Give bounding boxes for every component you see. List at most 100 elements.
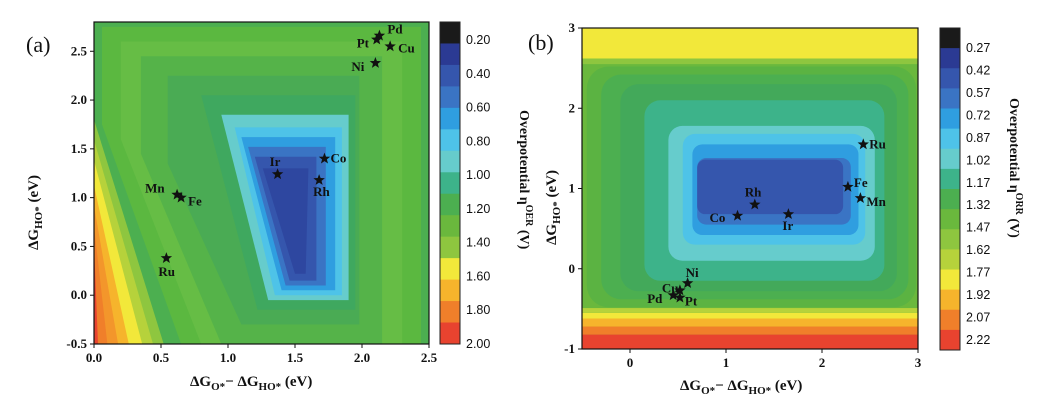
panel-b: (b) 0 1 2 3 -1 0 1 2 3 ΔGO*− ΔGHO* (eV) ΔGHO* (… bbox=[528, 20, 1024, 397]
panel-b-point-ru bbox=[857, 138, 869, 150]
panel-b-colorbar-swatch bbox=[940, 28, 960, 49]
panel-a-colorbar-label: 1.00 bbox=[466, 168, 490, 182]
panel-a-xtick-label: 2.0 bbox=[354, 350, 370, 365]
panel-a-stripe-5 bbox=[94, 226, 108, 344]
panel-a-point-label-cu: Cu bbox=[398, 40, 415, 55]
panel-b-colorbar-label: 1.77 bbox=[966, 266, 990, 280]
panel-a-xtick-label: 0.0 bbox=[86, 350, 102, 365]
panel-a-colorbar-swatch bbox=[440, 236, 460, 259]
panel-a-ytick-label: -0.5 bbox=[66, 336, 87, 351]
panel-b-point-co bbox=[731, 209, 744, 221]
panel-a-point-ir bbox=[271, 168, 284, 180]
panel-b-band-6 bbox=[582, 308, 918, 313]
panel-b-colorbar-swatch bbox=[940, 48, 960, 69]
panel-a-colorbar-swatch bbox=[440, 258, 460, 281]
panel-a-point-label-ru: Ru bbox=[158, 264, 175, 279]
panel-a-ytick-label: 0.0 bbox=[71, 287, 87, 302]
panel-a-xtick-label: 2.5 bbox=[421, 350, 438, 365]
panel-b-colorbar-label: 0.42 bbox=[966, 63, 990, 77]
panel-b-ytick-label: 2 bbox=[569, 100, 576, 115]
panel-a-colorbar-swatch bbox=[440, 279, 460, 302]
panel-b-colorbar: 0.27 0.42 0.57 0.72 0.87 1.02 1.17 1.32 1.47 1.62… bbox=[939, 27, 990, 351]
panel-b-point-mn bbox=[854, 192, 867, 203]
panel-a-colorbar-swatch bbox=[440, 43, 460, 66]
panel-a: (a) 0.0 0.5 1.0 1.5 2.0 2.5 -0.50.00.51.01.52… bbox=[26, 21, 534, 393]
panel-a-colorbar-label: 0.40 bbox=[466, 67, 490, 81]
panel-b-colorbar-swatch bbox=[940, 128, 960, 150]
panel-b-label: (b) bbox=[528, 30, 554, 55]
panel-b-colorbar-label: 1.17 bbox=[966, 176, 990, 190]
panel-a-point-cu bbox=[384, 40, 396, 52]
panel-b-colorbar-swatch bbox=[940, 88, 960, 109]
panel-a-colorbar-label: 0.80 bbox=[466, 134, 490, 148]
panel-a-colorbar-label: 2.00 bbox=[466, 337, 490, 351]
panel-b-ylabel: ΔGHO* (eV) bbox=[544, 170, 563, 245]
panel-b-colorbar-frame bbox=[939, 27, 961, 351]
panel-b-colorbar-swatch bbox=[940, 229, 960, 250]
panel-b-band-3 bbox=[582, 326, 918, 335]
panel-b-colorbar-label: 0.57 bbox=[966, 86, 990, 100]
panel-a-colorbar-label: 1.20 bbox=[466, 202, 490, 216]
panel-b-xtick-label: 3 bbox=[915, 355, 922, 370]
panel-a-point-fe bbox=[175, 191, 187, 203]
panel-a-colorbar-swatch bbox=[440, 215, 460, 238]
panel-a-colorbar-label: 1.80 bbox=[466, 303, 490, 317]
panel-a-colorbar-frame bbox=[439, 21, 461, 345]
panel-b-band-2 bbox=[582, 334, 918, 349]
panel-a-point-label-pt: Pt bbox=[357, 36, 370, 51]
panel-a-colorbar-swatch bbox=[440, 86, 460, 109]
panel-a-stripe-6 bbox=[94, 243, 98, 344]
panel-b-colorbar-label: 1.92 bbox=[966, 288, 990, 302]
panel-a-ylabel: ΔGHO* (eV) bbox=[26, 175, 45, 250]
panel-a-frame bbox=[93, 21, 430, 345]
panel-b-contour-map bbox=[582, 28, 918, 349]
panel-b-point-cu bbox=[674, 284, 686, 296]
panel-b-colorbar-label: 1.62 bbox=[966, 243, 990, 257]
panel-b-point-pt bbox=[674, 291, 686, 303]
panel-a-colorbar-swatch bbox=[440, 193, 460, 216]
panel-b-colorbar-swatch bbox=[940, 289, 960, 311]
panel-a-colorbar-label: 1.40 bbox=[466, 236, 490, 250]
panel-b-colorbar-swatch bbox=[940, 108, 960, 130]
panel-a-colorbar-swatch bbox=[440, 129, 460, 152]
panel-b-ytick-label: -1 bbox=[564, 341, 575, 356]
panel-b-ytick-label: 3 bbox=[569, 20, 576, 35]
panel-b-colorbar-label: 1.02 bbox=[966, 153, 990, 167]
panel-a-point-rh bbox=[313, 174, 325, 185]
panel-b-colorbar-swatch bbox=[940, 309, 960, 331]
panel-b-ytick-label: 1 bbox=[569, 181, 576, 196]
panel-b-ytick-label: 0 bbox=[569, 261, 576, 276]
panel-b-xlabel: ΔGO*− ΔGHO* (eV) bbox=[680, 378, 802, 397]
panel-a-colorbar: 0.20 0.40 0.60 0.80 1.00 1.20 1.40 1.60 1.80 2.00 bbox=[439, 21, 490, 351]
panel-b-colorbar-swatch bbox=[940, 189, 960, 210]
panel-a-colorbar-swatch bbox=[440, 301, 460, 324]
panel-a-colorbar-title: Overpotential ηOER (V) bbox=[516, 110, 534, 250]
panel-a-point-label-co: Co bbox=[330, 151, 346, 166]
panel-a-point-ru bbox=[160, 252, 173, 263]
panel-b-point-label-cu: Cu bbox=[662, 280, 679, 295]
panel-b-colorbar-label: 1.47 bbox=[966, 221, 990, 235]
panel-b-contour-ring-8 bbox=[697, 159, 844, 215]
panel-b-point-ni bbox=[681, 277, 694, 289]
panel-a-point-label-fe: Fe bbox=[188, 194, 202, 209]
panel-a-point-label-ni: Ni bbox=[351, 59, 364, 74]
panel-a-contour-band-10 bbox=[262, 168, 309, 274]
panel-a-point-mn bbox=[171, 188, 183, 200]
panel-b-point-pd bbox=[667, 289, 679, 301]
panel-a-point-pt bbox=[371, 33, 383, 45]
panel-a-xtick-label: 0.5 bbox=[153, 350, 170, 365]
panel-a-point-co bbox=[318, 152, 331, 164]
panel-a-colorbar-swatch bbox=[440, 107, 460, 130]
panel-a-colorbar-swatch bbox=[440, 150, 460, 173]
panel-a-point-pd bbox=[373, 29, 386, 41]
panel-a-colorbar-swatch bbox=[440, 172, 460, 195]
panel-b-point-label-ni: Ni bbox=[686, 265, 699, 280]
panel-a-xtick-label: 1.5 bbox=[287, 350, 304, 365]
panel-b-point-fe bbox=[842, 180, 854, 192]
panel-b-point-ir bbox=[782, 208, 795, 220]
panel-b-point-rh bbox=[749, 198, 761, 210]
panel-a-label: (a) bbox=[26, 32, 50, 57]
panel-a-ytick-label: 2.0 bbox=[71, 92, 87, 107]
panel-b-band-4 bbox=[582, 318, 918, 327]
panel-b-xtick-label: 2 bbox=[819, 355, 826, 370]
